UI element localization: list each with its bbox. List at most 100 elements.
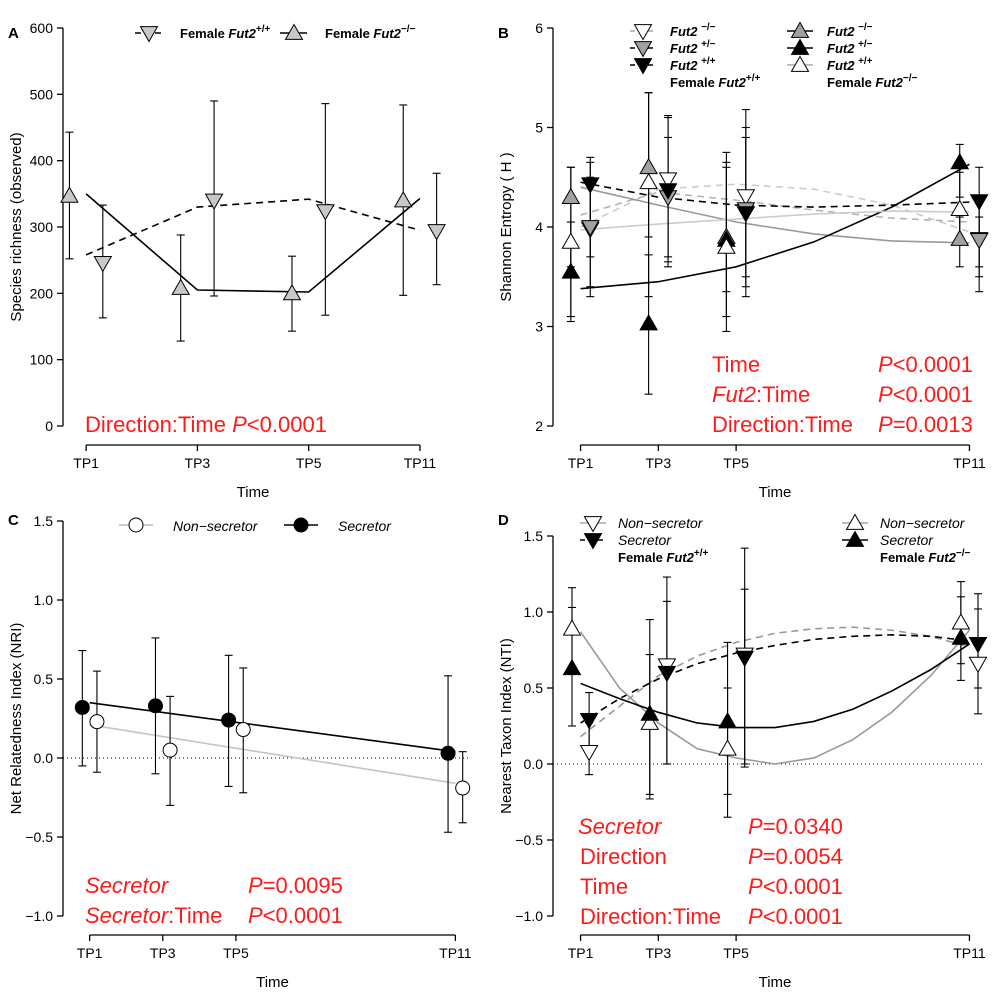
fit-line bbox=[580, 210, 970, 231]
y-tick-label: 500 bbox=[30, 86, 54, 102]
x-tick-label: TP1 bbox=[77, 945, 103, 961]
stat-p-symbol: P bbox=[748, 844, 763, 869]
legend-label: Fut2 −/− bbox=[670, 22, 716, 39]
fit-line bbox=[580, 626, 970, 738]
data-point bbox=[969, 194, 989, 211]
legend-marker bbox=[583, 516, 603, 533]
stat-p: P=0.0054 bbox=[748, 844, 843, 869]
data-point bbox=[315, 204, 335, 221]
legend-label-gene: Fut2 bbox=[827, 41, 858, 56]
x-tick-label: TP11 bbox=[953, 945, 986, 961]
legend-label-sup: +/− bbox=[858, 39, 873, 50]
y-axis-label: Net Relatedness Index (NRI) bbox=[8, 623, 25, 815]
data-point bbox=[580, 220, 600, 237]
fit-line bbox=[580, 643, 970, 729]
legend-group-title-gene: Fut2 bbox=[928, 550, 956, 565]
legend-marker bbox=[583, 533, 603, 550]
panel-A: A 0 100 200 300 400 500 600 Species richness (ob… bbox=[8, 20, 446, 501]
fit-line bbox=[580, 181, 970, 208]
stat-p-value: <0.0001 bbox=[763, 904, 843, 929]
x-tick-label: TP5 bbox=[723, 945, 749, 961]
data-point bbox=[951, 613, 971, 630]
data-point bbox=[639, 314, 658, 331]
stat-term-italic: Secretor bbox=[85, 903, 170, 928]
legend-label: Fut2 −/− bbox=[827, 22, 873, 39]
legend-label: Fut2 +/+ bbox=[670, 56, 716, 73]
legend-label: Non−secretor bbox=[880, 515, 966, 531]
legend-label-sup: +/− bbox=[701, 39, 716, 50]
data-point bbox=[968, 637, 988, 654]
panel-label: B bbox=[498, 25, 509, 42]
legend-group-title-prefix: Female bbox=[618, 550, 666, 565]
x-tick-label: TP11 bbox=[953, 455, 986, 471]
data-point bbox=[718, 739, 737, 756]
legend-group-title: Female Fut2+/+ bbox=[618, 548, 708, 565]
data-point bbox=[93, 255, 113, 273]
legend-group-title-gene: Fut2 bbox=[875, 75, 903, 90]
fit-line bbox=[89, 724, 456, 785]
data-point bbox=[658, 183, 678, 200]
legend-marker bbox=[633, 24, 653, 41]
legend-marker bbox=[128, 517, 144, 533]
legend-group-title-prefix: Female bbox=[670, 75, 718, 90]
legend-label-prefix: Female bbox=[180, 26, 228, 41]
stat-p-value: <0.0001 bbox=[763, 874, 843, 899]
y-axis-label: Shannon Entropy ( H ) bbox=[498, 152, 515, 301]
data-point bbox=[427, 224, 446, 241]
data-point bbox=[561, 187, 581, 205]
stat-p: P=0.0340 bbox=[748, 814, 843, 839]
legend-group-title-prefix: Female bbox=[880, 550, 928, 565]
y-axis-label: Species richness (observed) bbox=[8, 132, 25, 321]
data-point bbox=[235, 722, 251, 738]
fit-line bbox=[580, 163, 970, 290]
data-point bbox=[969, 233, 989, 250]
data-point bbox=[717, 237, 736, 254]
y-tick-label: 5 bbox=[535, 120, 543, 136]
y-tick-label: 300 bbox=[30, 219, 54, 235]
legend-label-sup: +/+ bbox=[858, 56, 873, 67]
y-tick-label: 0 bbox=[45, 418, 53, 434]
legend-marker bbox=[845, 530, 865, 547]
stat-p-symbol: P bbox=[248, 903, 263, 928]
data-point bbox=[579, 744, 599, 762]
legend-group-title-gene: Fut2 bbox=[666, 550, 694, 565]
legend-label: Secretor bbox=[880, 532, 934, 548]
data-point bbox=[640, 713, 660, 730]
fit-line bbox=[580, 191, 970, 223]
x-tick-label: TP5 bbox=[296, 455, 322, 471]
data-point bbox=[561, 262, 581, 279]
panel-B: B 2 3 4 5 6 Shannon Entropy ( H ) TP1 TP3 TP5 TP11… bbox=[498, 20, 989, 501]
stat-p-symbol: P bbox=[748, 904, 763, 929]
legend-label-gene: Fut2 bbox=[827, 24, 858, 39]
data-point bbox=[950, 199, 970, 216]
legend-group-title-gene: Fut2 bbox=[718, 75, 746, 90]
stat-p-symbol: P bbox=[232, 412, 247, 437]
data-point bbox=[657, 665, 677, 683]
stat-p: P<0.0001 bbox=[748, 874, 843, 899]
stat-p-value: =0.0340 bbox=[763, 814, 843, 839]
y-tick-label: 600 bbox=[30, 20, 54, 36]
fit-line bbox=[85, 193, 421, 293]
legend-label-gene: Fut2 bbox=[228, 26, 256, 41]
legend-group-title: Female Fut2−/− bbox=[880, 548, 970, 565]
fit-line bbox=[580, 633, 970, 724]
data-point bbox=[950, 229, 970, 246]
x-tick-label: TP1 bbox=[568, 945, 594, 961]
legend-label-gene: Fut2 bbox=[827, 58, 858, 73]
stat-term-italic: Fut2 bbox=[712, 382, 756, 407]
fit-line bbox=[579, 629, 971, 765]
stat-p-value: <0.0001 bbox=[247, 412, 327, 437]
legend-group-title: Female Fut2+/+ bbox=[670, 73, 760, 90]
stat-term: Fut2:Time bbox=[712, 382, 810, 407]
legend-label-sup: −/− bbox=[401, 24, 416, 35]
y-tick-label: 1.0 bbox=[34, 592, 54, 608]
x-tick-label: TP1 bbox=[568, 455, 594, 471]
x-tick-label: TP5 bbox=[223, 945, 249, 961]
stat-p: P<0.0001 bbox=[748, 904, 843, 929]
stat-p-value: <0.0001 bbox=[263, 903, 343, 928]
x-tick-label: TP3 bbox=[645, 455, 671, 471]
legend-group-title-sup: −/− bbox=[903, 73, 918, 84]
legend-label: Secretor bbox=[618, 532, 672, 548]
data-point bbox=[74, 699, 90, 715]
data-point bbox=[147, 698, 163, 714]
